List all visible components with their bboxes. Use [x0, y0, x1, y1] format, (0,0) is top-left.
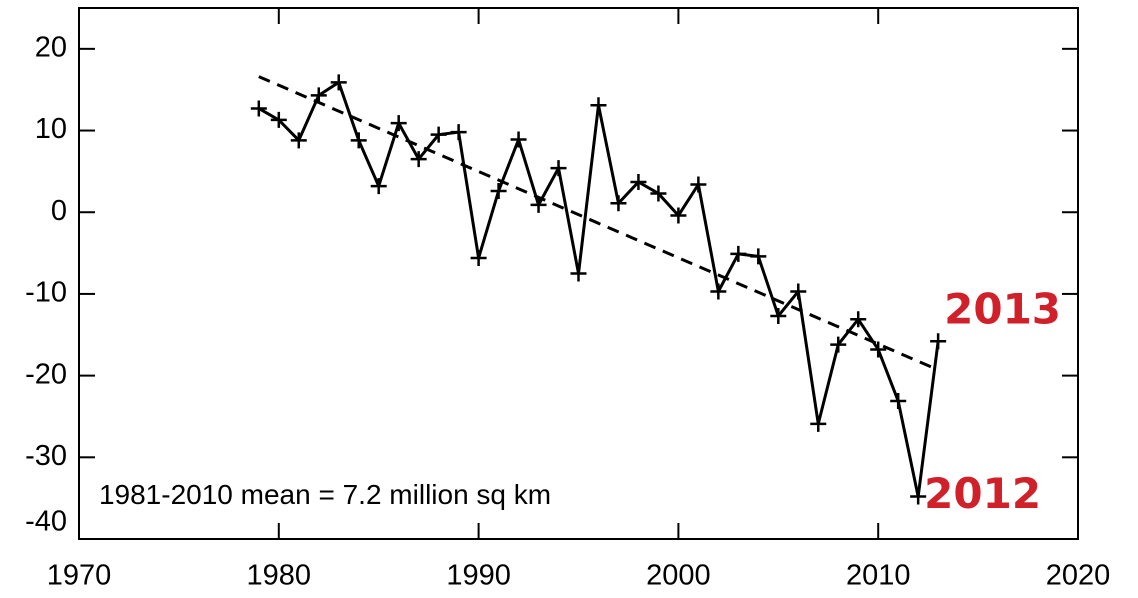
data-point — [710, 283, 727, 300]
data-point — [890, 392, 907, 409]
data-point — [450, 124, 467, 141]
data-point — [910, 488, 927, 505]
data-point — [510, 131, 527, 148]
data-point — [610, 195, 627, 212]
x-tick-label: 2000 — [646, 560, 711, 592]
y-tick-label: -10 — [25, 277, 67, 309]
data-point — [810, 415, 827, 432]
data-point — [590, 97, 607, 114]
data-point — [930, 333, 947, 350]
data-point — [250, 100, 267, 117]
y-tick-label: -20 — [25, 358, 67, 390]
data-point — [370, 178, 387, 195]
data-point — [550, 160, 567, 177]
data-point — [870, 341, 887, 358]
data-point — [470, 249, 487, 266]
plot-frame — [78, 7, 1079, 540]
data-point — [330, 74, 347, 91]
data-line — [258, 75, 939, 372]
data-point — [310, 87, 327, 104]
data-point — [670, 207, 687, 224]
data-point — [430, 126, 447, 143]
data-point — [750, 248, 767, 265]
data-point — [830, 336, 847, 353]
y-tick-label: 10 — [35, 113, 67, 145]
annotation: 2013 — [944, 284, 1061, 333]
data-point — [410, 151, 427, 168]
x-tick-label: 1990 — [446, 560, 511, 592]
data-point — [650, 185, 667, 202]
data-point — [690, 176, 707, 193]
data-point — [850, 311, 867, 328]
x-tick-label: 1970 — [47, 560, 112, 592]
y-tick-label: 0 — [51, 195, 67, 227]
y-tick-label: -40 — [25, 506, 67, 538]
data-point — [530, 196, 547, 213]
data-point — [350, 132, 367, 149]
data-point — [570, 265, 587, 282]
data-point — [490, 182, 507, 199]
data-point — [770, 307, 787, 324]
data-point — [730, 245, 747, 262]
data-point — [790, 283, 807, 300]
data-point — [390, 115, 407, 132]
x-tick-label: 2010 — [846, 560, 911, 592]
y-tick-label: 20 — [35, 32, 67, 64]
annotation: 1981-2010 mean = 7.2 million sq km — [99, 479, 551, 510]
x-tick-label: 2020 — [1046, 560, 1111, 592]
y-tick-label: -30 — [25, 440, 67, 472]
data-point — [630, 174, 647, 191]
x-tick-label: 1980 — [247, 560, 312, 592]
data-point — [290, 132, 307, 149]
annotation: 2012 — [924, 469, 1041, 518]
data-line — [258, 80, 940, 497]
data-point — [270, 111, 287, 128]
